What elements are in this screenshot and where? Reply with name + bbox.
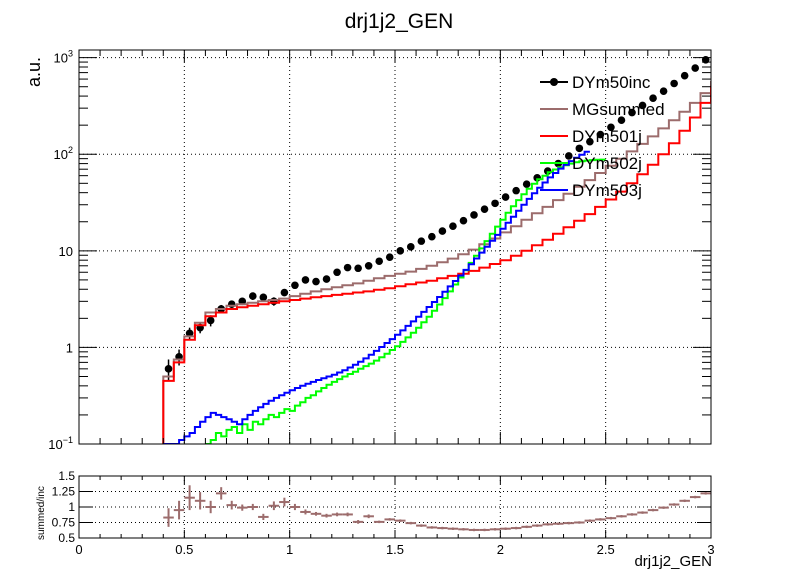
data-point (670, 79, 678, 88)
data-point (206, 316, 215, 325)
data-point (459, 216, 468, 225)
y-tick-label-exponent: −1 (63, 435, 73, 445)
data-point (575, 144, 584, 153)
data-point (354, 264, 362, 273)
y-tick-label-exponent: 2 (68, 145, 73, 155)
y-tick-label-exponent: 3 (68, 49, 73, 59)
data-point (470, 211, 478, 219)
series-line-dym501j (162, 85, 711, 444)
x-axis-label: drj1j2_GEN (634, 553, 712, 570)
legend-label-dym502j: DYm502j (572, 154, 642, 173)
data-point (407, 243, 415, 251)
data-point (428, 232, 436, 241)
chart-title: drj1j2_GEN (345, 10, 454, 33)
ratio-y-tick-label: 1 (68, 500, 75, 514)
data-point (628, 108, 636, 117)
y-tick-label: 1 (66, 340, 73, 355)
data-point (259, 293, 268, 302)
data-point (680, 71, 689, 80)
ratio-y-tick-label: 1.5 (58, 469, 75, 483)
y-axis-label: a.u. (24, 57, 44, 87)
x-tick-label: 1 (286, 542, 293, 557)
ratio-grid (79, 476, 711, 538)
x-tick-label: 2.5 (597, 542, 615, 557)
data-point (343, 263, 352, 272)
data-point (565, 152, 573, 160)
data-point (385, 253, 394, 261)
data-point (638, 101, 647, 110)
legend-label-dym50inc: DYm50inc (572, 73, 651, 92)
legend-label-mgsummed: MGsummed (572, 100, 665, 119)
data-point (649, 94, 657, 103)
legend: DYm50inc MGsummed DYm501j DYm502j DYm503j (540, 73, 665, 200)
data-point (375, 257, 384, 266)
y-tick-label-base: 10 (54, 147, 68, 162)
y-tick-label-base: 10 (54, 51, 68, 66)
data-point (291, 281, 299, 290)
data-point (364, 261, 373, 270)
y-tick-label-base: 1 (66, 340, 73, 355)
x-tick-label: 3 (707, 542, 714, 557)
series-line-mgsummed (162, 81, 711, 444)
ratio-y-tick-label: 0.5 (58, 531, 75, 545)
y-tick-label: 102 (54, 145, 73, 162)
data-point (586, 137, 594, 146)
ratio-y-tick-label: 1.25 (52, 485, 76, 499)
y-tick-label: 10 (59, 244, 73, 259)
legend-label-dym501j: DYm501j (572, 127, 642, 146)
y-tick-label: 103 (54, 49, 73, 66)
y-tick-label-base: 10 (48, 437, 62, 452)
data-point (480, 205, 489, 213)
data-point (512, 186, 520, 195)
x-tick-label: 2 (497, 542, 504, 557)
ratio-y-tick-label: 0.75 (52, 516, 76, 530)
data-point (396, 247, 405, 255)
legend-marker-dym50inc (550, 78, 558, 86)
data-point (438, 227, 447, 235)
main-plot (162, 55, 711, 444)
x-tick-label: 0 (75, 542, 82, 557)
data-point (333, 268, 341, 277)
data-point (185, 329, 194, 338)
x-tick-label: 0.5 (175, 542, 193, 557)
data-point (249, 292, 257, 300)
data-point (312, 277, 320, 286)
ratio-plot (163, 485, 711, 532)
legend-label-dym503j: DYm503j (572, 181, 642, 200)
data-point (417, 237, 426, 245)
data-point (270, 297, 278, 306)
data-point (227, 300, 236, 309)
data-point (522, 180, 531, 188)
series-line-dym503j (163, 150, 590, 444)
data-point (449, 222, 457, 230)
data-point (491, 199, 499, 208)
data-point (164, 365, 173, 373)
data-point (596, 130, 605, 139)
series-line-dym502j (205, 158, 606, 444)
y-tick-label: 10−1 (48, 435, 73, 452)
data-point (691, 64, 699, 72)
data-point (607, 123, 615, 132)
ratio-y-axis-label: summed/inc (36, 486, 47, 540)
data-point (301, 276, 310, 284)
data-point (659, 87, 668, 95)
data-point (280, 288, 289, 297)
data-point (501, 193, 510, 201)
data-point (617, 116, 626, 125)
data-point (322, 275, 331, 283)
x-tick-label: 1.5 (386, 542, 404, 557)
y-tick-label-base: 10 (59, 244, 73, 259)
